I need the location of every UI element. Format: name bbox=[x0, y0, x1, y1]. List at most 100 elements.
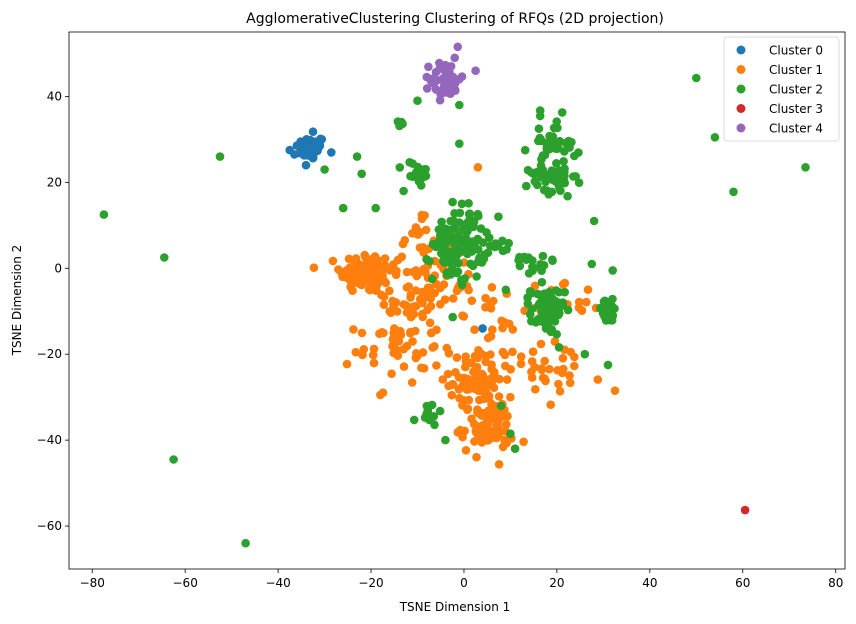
data-point bbox=[241, 538, 250, 548]
data-point bbox=[472, 452, 481, 462]
data-point bbox=[558, 280, 568, 289]
data-point bbox=[99, 210, 109, 219]
data-point bbox=[535, 106, 545, 115]
data-point bbox=[379, 300, 389, 310]
data-point bbox=[580, 349, 590, 359]
data-point bbox=[508, 347, 517, 357]
data-point bbox=[567, 137, 576, 147]
x-tick-label: 40 bbox=[642, 576, 657, 590]
data-point bbox=[692, 73, 701, 83]
data-point bbox=[421, 225, 431, 235]
data-point bbox=[545, 364, 554, 374]
data-point bbox=[454, 385, 464, 394]
data-point bbox=[448, 197, 457, 207]
data-point bbox=[423, 405, 433, 414]
data-point bbox=[462, 385, 472, 394]
data-point bbox=[317, 135, 327, 144]
data-point bbox=[801, 163, 810, 172]
data-point bbox=[395, 163, 405, 172]
data-point bbox=[471, 66, 480, 75]
data-point bbox=[455, 139, 464, 148]
data-point bbox=[419, 264, 429, 274]
data-point bbox=[422, 254, 431, 264]
data-point bbox=[483, 248, 493, 257]
data-point bbox=[548, 132, 558, 141]
data-point bbox=[320, 165, 329, 174]
data-point bbox=[500, 318, 509, 327]
y-tick-label: −20 bbox=[37, 347, 62, 361]
data-point bbox=[541, 172, 551, 181]
data-point bbox=[454, 258, 463, 268]
data-point bbox=[563, 305, 573, 315]
data-point bbox=[710, 133, 720, 142]
data-point bbox=[558, 298, 568, 307]
series-cluster-2 bbox=[99, 73, 810, 548]
data-point bbox=[520, 252, 529, 262]
data-point bbox=[473, 163, 483, 172]
data-point bbox=[390, 324, 399, 333]
data-point bbox=[446, 89, 455, 98]
data-point bbox=[391, 298, 401, 307]
data-point bbox=[443, 369, 453, 379]
data-point bbox=[530, 281, 540, 291]
data-point bbox=[369, 261, 379, 270]
data-point bbox=[538, 251, 548, 261]
data-point bbox=[533, 180, 542, 190]
data-point bbox=[352, 152, 362, 161]
data-point bbox=[546, 400, 555, 410]
data-point bbox=[523, 293, 532, 302]
data-point bbox=[460, 220, 470, 229]
data-point bbox=[555, 387, 565, 396]
data-point bbox=[378, 271, 387, 280]
data-point bbox=[440, 258, 449, 267]
data-point bbox=[408, 337, 417, 346]
data-point bbox=[496, 401, 506, 411]
data-point bbox=[442, 268, 452, 278]
data-point bbox=[453, 42, 463, 52]
data-point bbox=[560, 178, 569, 188]
data-point bbox=[363, 270, 372, 279]
data-point bbox=[457, 199, 467, 209]
data-point bbox=[371, 203, 381, 213]
data-point bbox=[455, 393, 464, 403]
data-point bbox=[327, 148, 336, 157]
x-tick-label: 20 bbox=[549, 576, 564, 590]
data-point bbox=[534, 301, 543, 310]
data-point bbox=[430, 342, 439, 351]
data-point bbox=[369, 344, 379, 354]
data-point bbox=[565, 378, 575, 388]
data-point bbox=[501, 361, 510, 371]
data-point bbox=[467, 247, 477, 256]
data-point bbox=[402, 267, 412, 277]
data-point bbox=[560, 287, 569, 297]
data-point bbox=[487, 283, 497, 292]
legend-marker bbox=[736, 104, 746, 113]
data-point bbox=[342, 266, 351, 275]
data-point bbox=[469, 217, 479, 226]
data-point bbox=[457, 280, 467, 290]
data-point bbox=[527, 357, 537, 366]
data-point bbox=[486, 304, 496, 313]
data-point bbox=[569, 172, 578, 181]
data-point bbox=[461, 362, 470, 372]
legend-marker bbox=[736, 45, 746, 55]
data-point bbox=[464, 199, 473, 208]
data-point bbox=[215, 152, 225, 161]
data-point bbox=[459, 312, 469, 321]
data-point bbox=[557, 108, 567, 117]
data-point bbox=[558, 353, 568, 363]
data-point bbox=[483, 425, 493, 435]
data-point bbox=[502, 375, 512, 384]
data-point bbox=[488, 325, 497, 335]
data-point bbox=[328, 256, 338, 266]
data-point bbox=[608, 266, 617, 275]
data-point bbox=[443, 82, 452, 92]
data-point bbox=[498, 246, 508, 256]
data-point bbox=[506, 392, 515, 402]
data-point bbox=[417, 287, 427, 297]
data-point bbox=[577, 306, 587, 315]
data-point bbox=[531, 385, 540, 394]
data-point bbox=[315, 141, 325, 151]
data-point bbox=[399, 362, 409, 371]
data-point bbox=[381, 278, 391, 288]
